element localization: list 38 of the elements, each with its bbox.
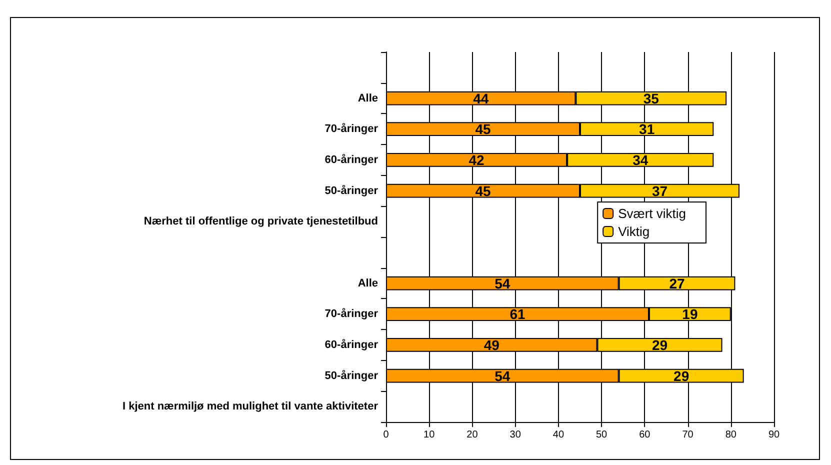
x-tick-label: 70 — [682, 430, 694, 440]
y-tick-label: 70-åringer — [324, 307, 379, 320]
y-tick-label: 60-åringer — [324, 152, 379, 166]
y-tick-label: 50-åringer — [324, 184, 379, 197]
x-tick-label: 90 — [768, 430, 780, 440]
y-tick-label: Alle — [358, 92, 378, 104]
legend-label: Viktig — [618, 224, 650, 239]
data-label: 44 — [473, 90, 489, 106]
data-label: 27 — [669, 275, 685, 292]
data-label: 49 — [484, 336, 500, 353]
data-label: 31 — [639, 121, 655, 138]
y-tick-label: 70-åringer — [324, 122, 379, 136]
x-tick-label: 40 — [552, 430, 564, 440]
y-tick-label: Alle — [358, 277, 378, 290]
data-label: 29 — [652, 336, 668, 353]
data-label: 61 — [510, 306, 526, 322]
x-tick-label: 30 — [510, 430, 522, 440]
data-label: 29 — [674, 368, 690, 384]
x-tick-label: 10 — [424, 430, 436, 440]
x-tick-label: 80 — [725, 430, 737, 440]
data-label: 37 — [652, 182, 668, 199]
data-label: 34 — [632, 152, 648, 168]
data-label: 19 — [682, 306, 698, 322]
data-label: 42 — [468, 152, 485, 168]
x-tick-label: 20 — [466, 430, 478, 440]
x-tick-label: 50 — [596, 430, 608, 440]
y-tick-label: Nærhet til offentlige og private tjenestetilbud — [144, 216, 378, 228]
data-label: 54 — [494, 275, 510, 292]
x-tick-label: 0 — [383, 430, 390, 440]
data-label: 45 — [475, 182, 491, 199]
y-tick-label: 50-åringer — [324, 368, 379, 382]
x-tick-label: 60 — [639, 430, 651, 440]
data-label: 45 — [475, 121, 491, 138]
legend-label: Svært viktig — [618, 206, 686, 221]
y-tick-label: I kjent nærmiljø med mulighet til vante aktiviteter — [122, 400, 379, 413]
data-label: 35 — [643, 90, 660, 106]
y-tick-label: 60-åringer — [324, 338, 379, 351]
data-label: 54 — [494, 368, 510, 384]
